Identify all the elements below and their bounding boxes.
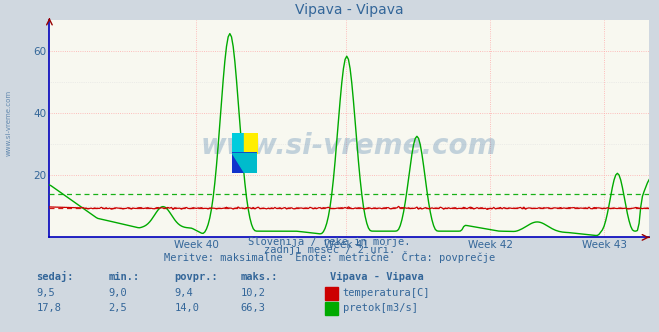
Text: Meritve: maksimalne  Enote: metrične  Črta: povprečje: Meritve: maksimalne Enote: metrične Črta… xyxy=(164,251,495,263)
Text: maks.:: maks.: xyxy=(241,272,278,282)
Text: temperatura[C]: temperatura[C] xyxy=(343,288,430,298)
Text: www.si-vreme.com: www.si-vreme.com xyxy=(5,90,11,156)
Text: sedaj:: sedaj: xyxy=(36,271,74,282)
Text: povpr.:: povpr.: xyxy=(175,272,218,282)
Text: Vipava - Vipava: Vipava - Vipava xyxy=(330,272,423,282)
Text: 9,0: 9,0 xyxy=(109,288,127,298)
Polygon shape xyxy=(232,153,257,193)
Text: www.si-vreme.com: www.si-vreme.com xyxy=(201,132,498,160)
Text: 9,5: 9,5 xyxy=(36,288,55,298)
Title: Vipava - Vipava: Vipava - Vipava xyxy=(295,3,403,17)
Text: 14,0: 14,0 xyxy=(175,303,200,313)
Text: 10,2: 10,2 xyxy=(241,288,266,298)
Text: 17,8: 17,8 xyxy=(36,303,61,313)
Text: 2,5: 2,5 xyxy=(109,303,127,313)
Text: 66,3: 66,3 xyxy=(241,303,266,313)
Text: pretok[m3/s]: pretok[m3/s] xyxy=(343,303,418,313)
Text: zadnji mesec / 2 uri.: zadnji mesec / 2 uri. xyxy=(264,245,395,255)
Text: Slovenija / reke in morje.: Slovenija / reke in morje. xyxy=(248,237,411,247)
Polygon shape xyxy=(232,153,257,193)
Text: 9,4: 9,4 xyxy=(175,288,193,298)
Text: min.:: min.: xyxy=(109,272,140,282)
